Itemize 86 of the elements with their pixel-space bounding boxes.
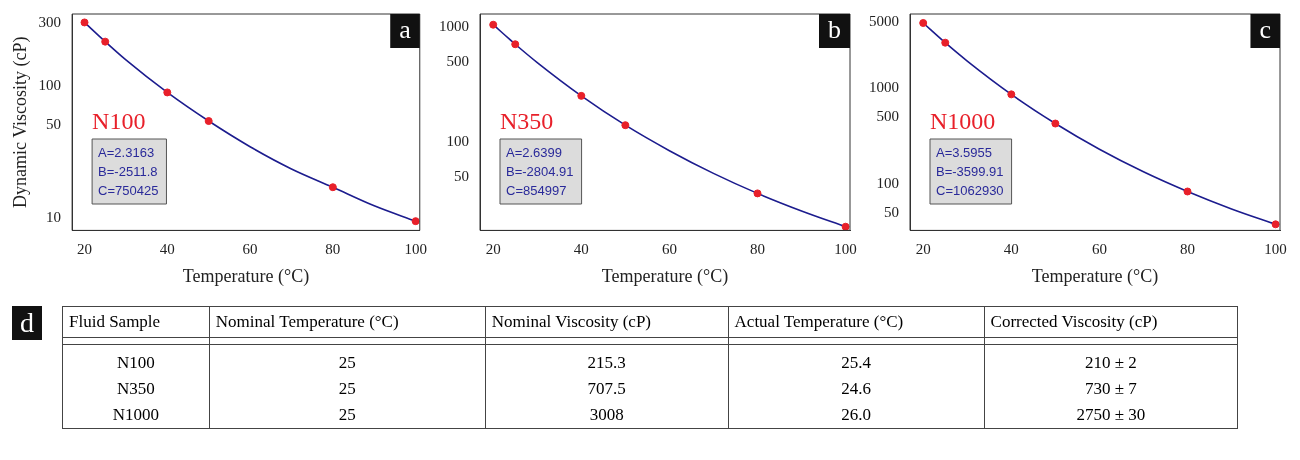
y-tick-label: 500 [446, 52, 469, 69]
annotation: A=3.5955 [936, 144, 993, 160]
y-tick-label: 100 [446, 132, 469, 149]
x-tick-label: 20 [915, 241, 931, 258]
y-tick-label: 100 [38, 76, 62, 93]
text: 215.3 [485, 344, 729, 376]
y-tick-label: 50 [884, 204, 899, 221]
x-tick-label: 40 [573, 241, 589, 258]
x-tick-label: 20 [77, 241, 93, 258]
text: N1000 [62, 402, 210, 429]
point [204, 117, 213, 126]
point [80, 18, 89, 27]
point [753, 189, 762, 198]
point [163, 88, 172, 97]
y-tick-label: 500 [876, 108, 899, 125]
text: 210 ± 2 [984, 344, 1238, 376]
annotation: C=750425 [98, 182, 159, 198]
text: 2750 ± 30 [984, 402, 1238, 429]
point [577, 91, 586, 100]
point [328, 183, 337, 192]
annotation: A=2.6399 [506, 144, 563, 160]
point [489, 20, 498, 29]
annotation: B=-2511.8 [98, 163, 158, 179]
text: 24.6 [728, 376, 985, 402]
x-tick-label: 60 [242, 241, 258, 258]
annotation: a [399, 14, 412, 44]
text: 707.5 [485, 376, 729, 402]
x-tick-label: 80 [1180, 241, 1195, 258]
text: d [12, 306, 42, 340]
point [1007, 90, 1016, 99]
y-tick-label: 50 [454, 167, 469, 184]
text: N100 [62, 344, 210, 376]
x-tick-label: 100 [834, 241, 857, 258]
y-axis-title: Dynamic Viscosity (cP) [9, 36, 31, 208]
x-tick-label: 100 [1264, 241, 1287, 258]
text: 25 [209, 376, 486, 402]
category-label: Corrected Viscosity (cP) [984, 306, 1238, 338]
text: 26.0 [728, 402, 985, 429]
x-tick-label: 20 [485, 241, 501, 258]
point [1183, 187, 1192, 196]
annotation: N1000 [930, 108, 996, 134]
annotation: B=-2804.91 [506, 163, 574, 179]
y-tick-label: 1000 [439, 18, 469, 35]
x-tick-label: 40 [159, 241, 175, 258]
annotation: c [1259, 14, 1271, 44]
y-tick-label: 300 [38, 13, 62, 30]
text: 25.4 [728, 344, 985, 376]
x-tick-label: 60 [661, 241, 677, 258]
point [841, 222, 850, 231]
annotation: N100 [92, 108, 146, 134]
text: N350 [62, 376, 210, 402]
annotation: B=-3599.91 [936, 163, 1004, 179]
x-tick-label: 60 [1091, 241, 1107, 258]
y-tick-label: 5000 [869, 12, 899, 29]
category-label: Nominal Viscosity (cP) [485, 306, 729, 338]
point [1051, 119, 1060, 128]
point [919, 19, 928, 27]
annotation: b [828, 14, 841, 44]
x-tick-label: 100 [404, 241, 427, 258]
point [941, 38, 950, 47]
y-tick-label: 50 [46, 116, 62, 133]
x-axis-title: Temperature (°C) [601, 265, 729, 287]
x-tick-label: 80 [325, 241, 341, 258]
text: 3008 [485, 402, 729, 429]
point [511, 40, 520, 49]
y-tick-label: 100 [876, 175, 899, 192]
text: 25 [209, 344, 486, 376]
x-tick-label: 80 [750, 241, 765, 258]
y-tick-label: 10 [46, 208, 62, 225]
text: 730 ± 7 [984, 376, 1238, 402]
point [621, 121, 630, 130]
text: 25 [209, 402, 486, 429]
x-axis-title: Temperature (°C) [1031, 265, 1159, 287]
point [101, 37, 110, 46]
y-tick-label: 1000 [869, 79, 899, 96]
annotation: A=2.3163 [98, 144, 155, 160]
category-label: Nominal Temperature (°C) [209, 306, 486, 338]
point [411, 217, 420, 226]
category-label: Actual Temperature (°C) [728, 306, 985, 338]
x-axis-title: Temperature (°C) [182, 265, 310, 287]
point [1271, 220, 1280, 229]
x-tick-label: 40 [1003, 241, 1019, 258]
category-label: Fluid Sample [62, 306, 210, 338]
annotation: N350 [500, 108, 554, 134]
annotation: C=854997 [506, 182, 567, 198]
annotation: C=1062930 [936, 182, 1004, 198]
